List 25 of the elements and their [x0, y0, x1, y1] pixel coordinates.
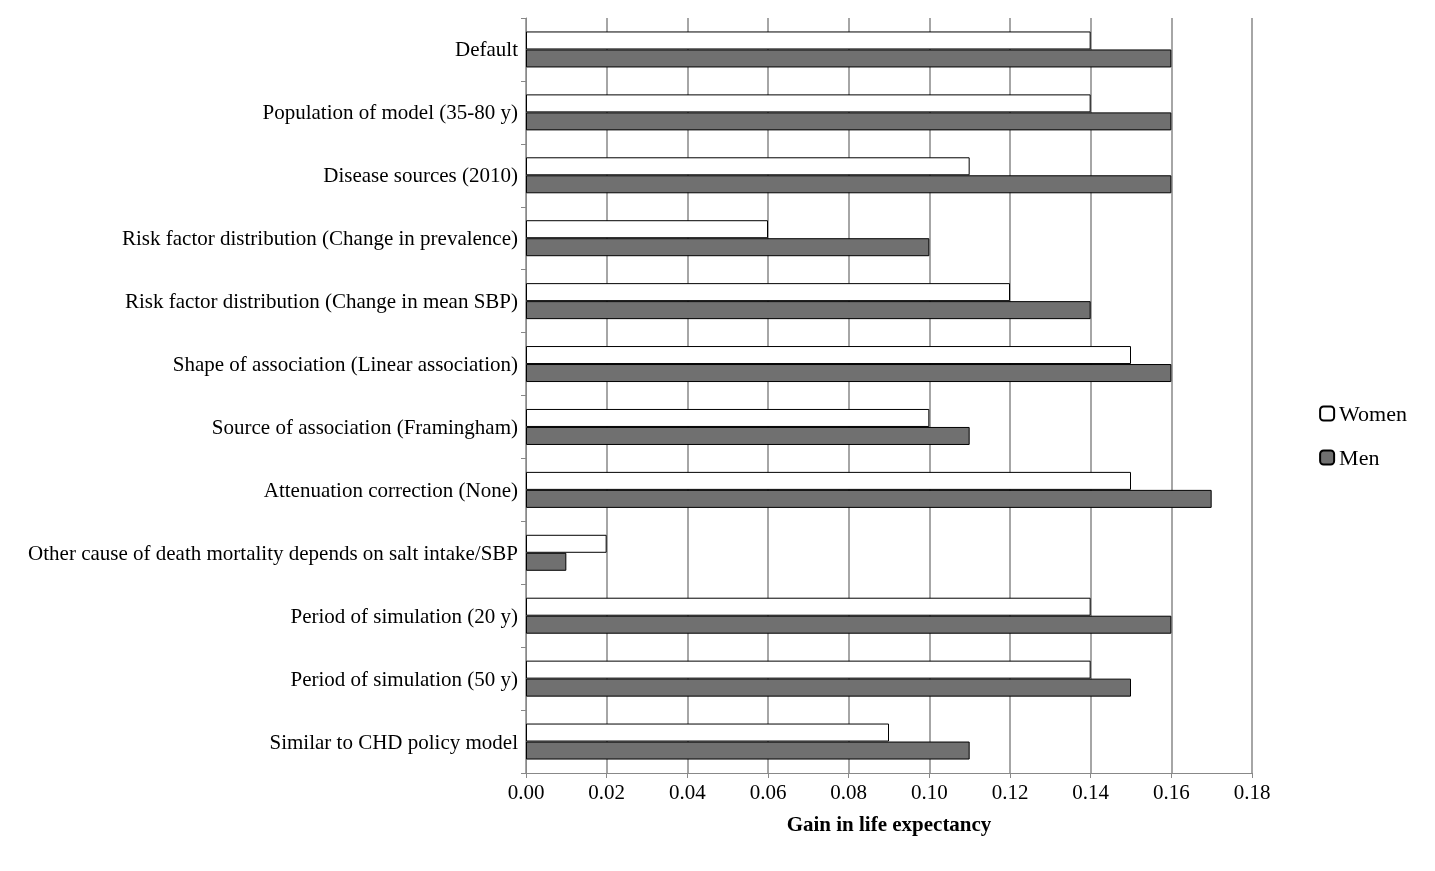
y-tick-label: Period of simulation (50 y) — [290, 666, 518, 691]
y-tick-label: Disease sources (2010) — [323, 163, 518, 188]
y-tick-label: Source of association (Framingham) — [211, 414, 519, 439]
x-tick-label: 0.10 — [910, 779, 948, 804]
x-tick-label: 0.02 — [588, 779, 626, 804]
x-tick-label: 0.00 — [507, 779, 545, 804]
legend-label: Women — [1339, 401, 1408, 426]
x-tick-label: 0.04 — [668, 779, 707, 804]
x-tick-label: 0.18 — [1233, 779, 1271, 804]
y-tick-label: Shape of association (Linear association) — [172, 352, 519, 377]
y-tick-label: Similar to CHD policy model — [269, 729, 519, 754]
y-tick-label: Default — [455, 37, 519, 62]
x-tick-label: 0.12 — [991, 779, 1029, 804]
y-tick-label: Risk factor distribution (Change in mean SBP) — [124, 289, 519, 314]
y-tick-label: Other cause of death mortality depends on salt intake/SBP — [28, 540, 518, 565]
legend-label: Men — [1339, 445, 1380, 470]
y-tick-label: Risk factor distribution (Change in prevalence) — [122, 226, 518, 251]
y-tick-label: Attenuation correction (None) — [263, 477, 518, 502]
x-tick-label: 0.14 — [1072, 779, 1110, 804]
x-tick-label: 0.06 — [749, 779, 787, 804]
y-tick-label: Population of model (35-80 y) — [262, 100, 518, 125]
x-tick-label: 0.08 — [830, 779, 868, 804]
x-axis-title: Gain in life expectancy — [786, 811, 992, 836]
x-tick-label: 0.16 — [1152, 779, 1190, 804]
y-tick-label: Period of simulation (20 y) — [290, 603, 518, 628]
